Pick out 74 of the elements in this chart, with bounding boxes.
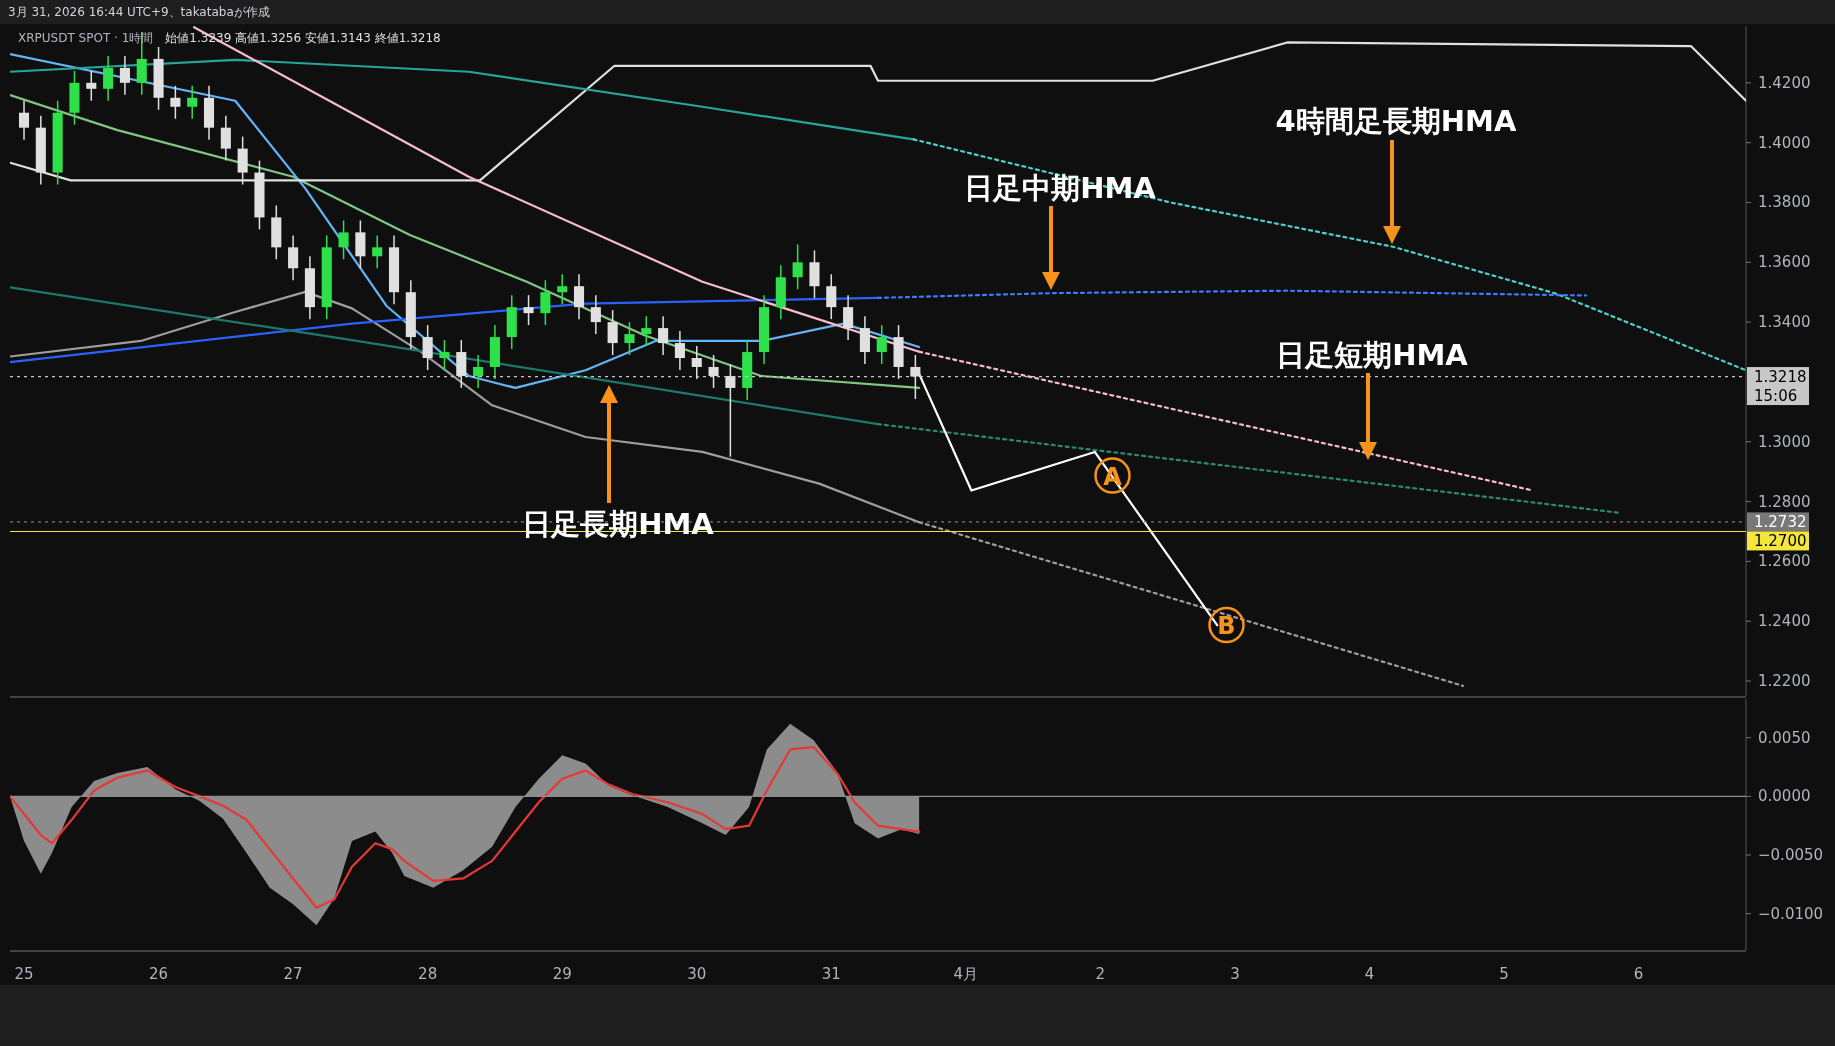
annotation: 4時間足長期HMA — [1275, 104, 1517, 138]
y-tick-label: −0.0050 — [1758, 846, 1824, 864]
x-tick-label: 29 — [552, 965, 572, 983]
candlestick — [103, 55, 114, 102]
candlestick — [691, 345, 702, 380]
candlestick — [456, 339, 467, 389]
candlestick — [792, 243, 803, 290]
candlestick — [473, 354, 484, 389]
y-tick-label: 1.4200 — [1758, 73, 1811, 92]
ref-line-label: 1.2732 — [1754, 513, 1807, 532]
candlestick — [725, 363, 736, 458]
x-tick-label: 31 — [821, 965, 841, 983]
candlestick — [658, 315, 669, 356]
candlestick — [288, 234, 299, 281]
y-tick-label: 0.0000 — [1758, 787, 1811, 806]
y-tick-label: −0.0100 — [1758, 904, 1824, 923]
x-tick-label: 6 — [1633, 965, 1644, 983]
candlestick — [119, 55, 130, 96]
candlestick — [876, 324, 887, 365]
x-tick-label: 2 — [1095, 965, 1106, 983]
candlestick — [859, 315, 870, 365]
y-tick-label: 1.2600 — [1758, 552, 1811, 571]
candlestick — [557, 273, 568, 305]
candlestick — [187, 85, 198, 120]
candlestick — [910, 354, 921, 400]
y-tick-label: 1.3400 — [1758, 313, 1811, 332]
y-tick-label: 1.2400 — [1758, 612, 1811, 631]
x-tick-label: 27 — [283, 965, 303, 983]
candlestick — [170, 85, 181, 120]
candlestick — [641, 315, 652, 347]
candlestick — [607, 309, 618, 356]
x-tick-label: 25 — [14, 965, 34, 983]
ref-line-label: 1.3218 15:06 — [1754, 368, 1807, 406]
candlestick — [674, 330, 685, 371]
candlestick — [809, 249, 820, 299]
candlestick — [220, 114, 231, 162]
x-tick-label: 5 — [1499, 965, 1509, 983]
candlestick — [590, 294, 601, 335]
line-series — [912, 138, 1746, 372]
candlestick — [422, 324, 433, 371]
candlestick — [624, 321, 635, 356]
annotation: B — [1217, 612, 1236, 641]
candlestick — [439, 339, 450, 371]
line-series — [10, 58, 915, 141]
candlestick — [843, 294, 854, 341]
candlestick — [355, 219, 366, 270]
annotation: 日足短期HMA — [1276, 338, 1469, 372]
candlestick — [18, 100, 30, 141]
x-tick-label: 26 — [149, 965, 169, 983]
candlestick — [708, 354, 719, 389]
x-tick-label: 3 — [1230, 965, 1240, 983]
line-series — [876, 289, 1588, 299]
candlestick — [523, 294, 534, 326]
text: 3月 31, 2026 16:44 UTC+9、takatabaが作成 — [8, 5, 270, 19]
y-tick-label: 1.3000 — [1758, 432, 1811, 451]
candlestick — [338, 219, 349, 261]
candlestick — [826, 273, 837, 320]
y-tick-label: 1.3600 — [1758, 253, 1811, 272]
ref-line-label: 1.2700 — [1754, 532, 1807, 551]
x-tick-label: 30 — [687, 965, 707, 983]
x-tick-label: 4月 — [953, 965, 979, 983]
candlestick — [372, 234, 383, 270]
candlestick — [573, 273, 585, 320]
x-tick-label: 4 — [1364, 965, 1375, 983]
y-tick-label: 1.4000 — [1758, 133, 1811, 152]
candlestick — [540, 279, 551, 326]
y-tick-label: 1.2200 — [1758, 672, 1811, 691]
line-series — [10, 745, 921, 909]
candlestick — [86, 70, 97, 102]
y-tick-label: 0.0050 — [1758, 728, 1811, 747]
y-tick-label: 1.2800 — [1758, 492, 1811, 511]
line-series — [10, 286, 880, 426]
x-tick-label: 28 — [418, 965, 438, 983]
y-tick-label: 1.3800 — [1758, 193, 1811, 212]
